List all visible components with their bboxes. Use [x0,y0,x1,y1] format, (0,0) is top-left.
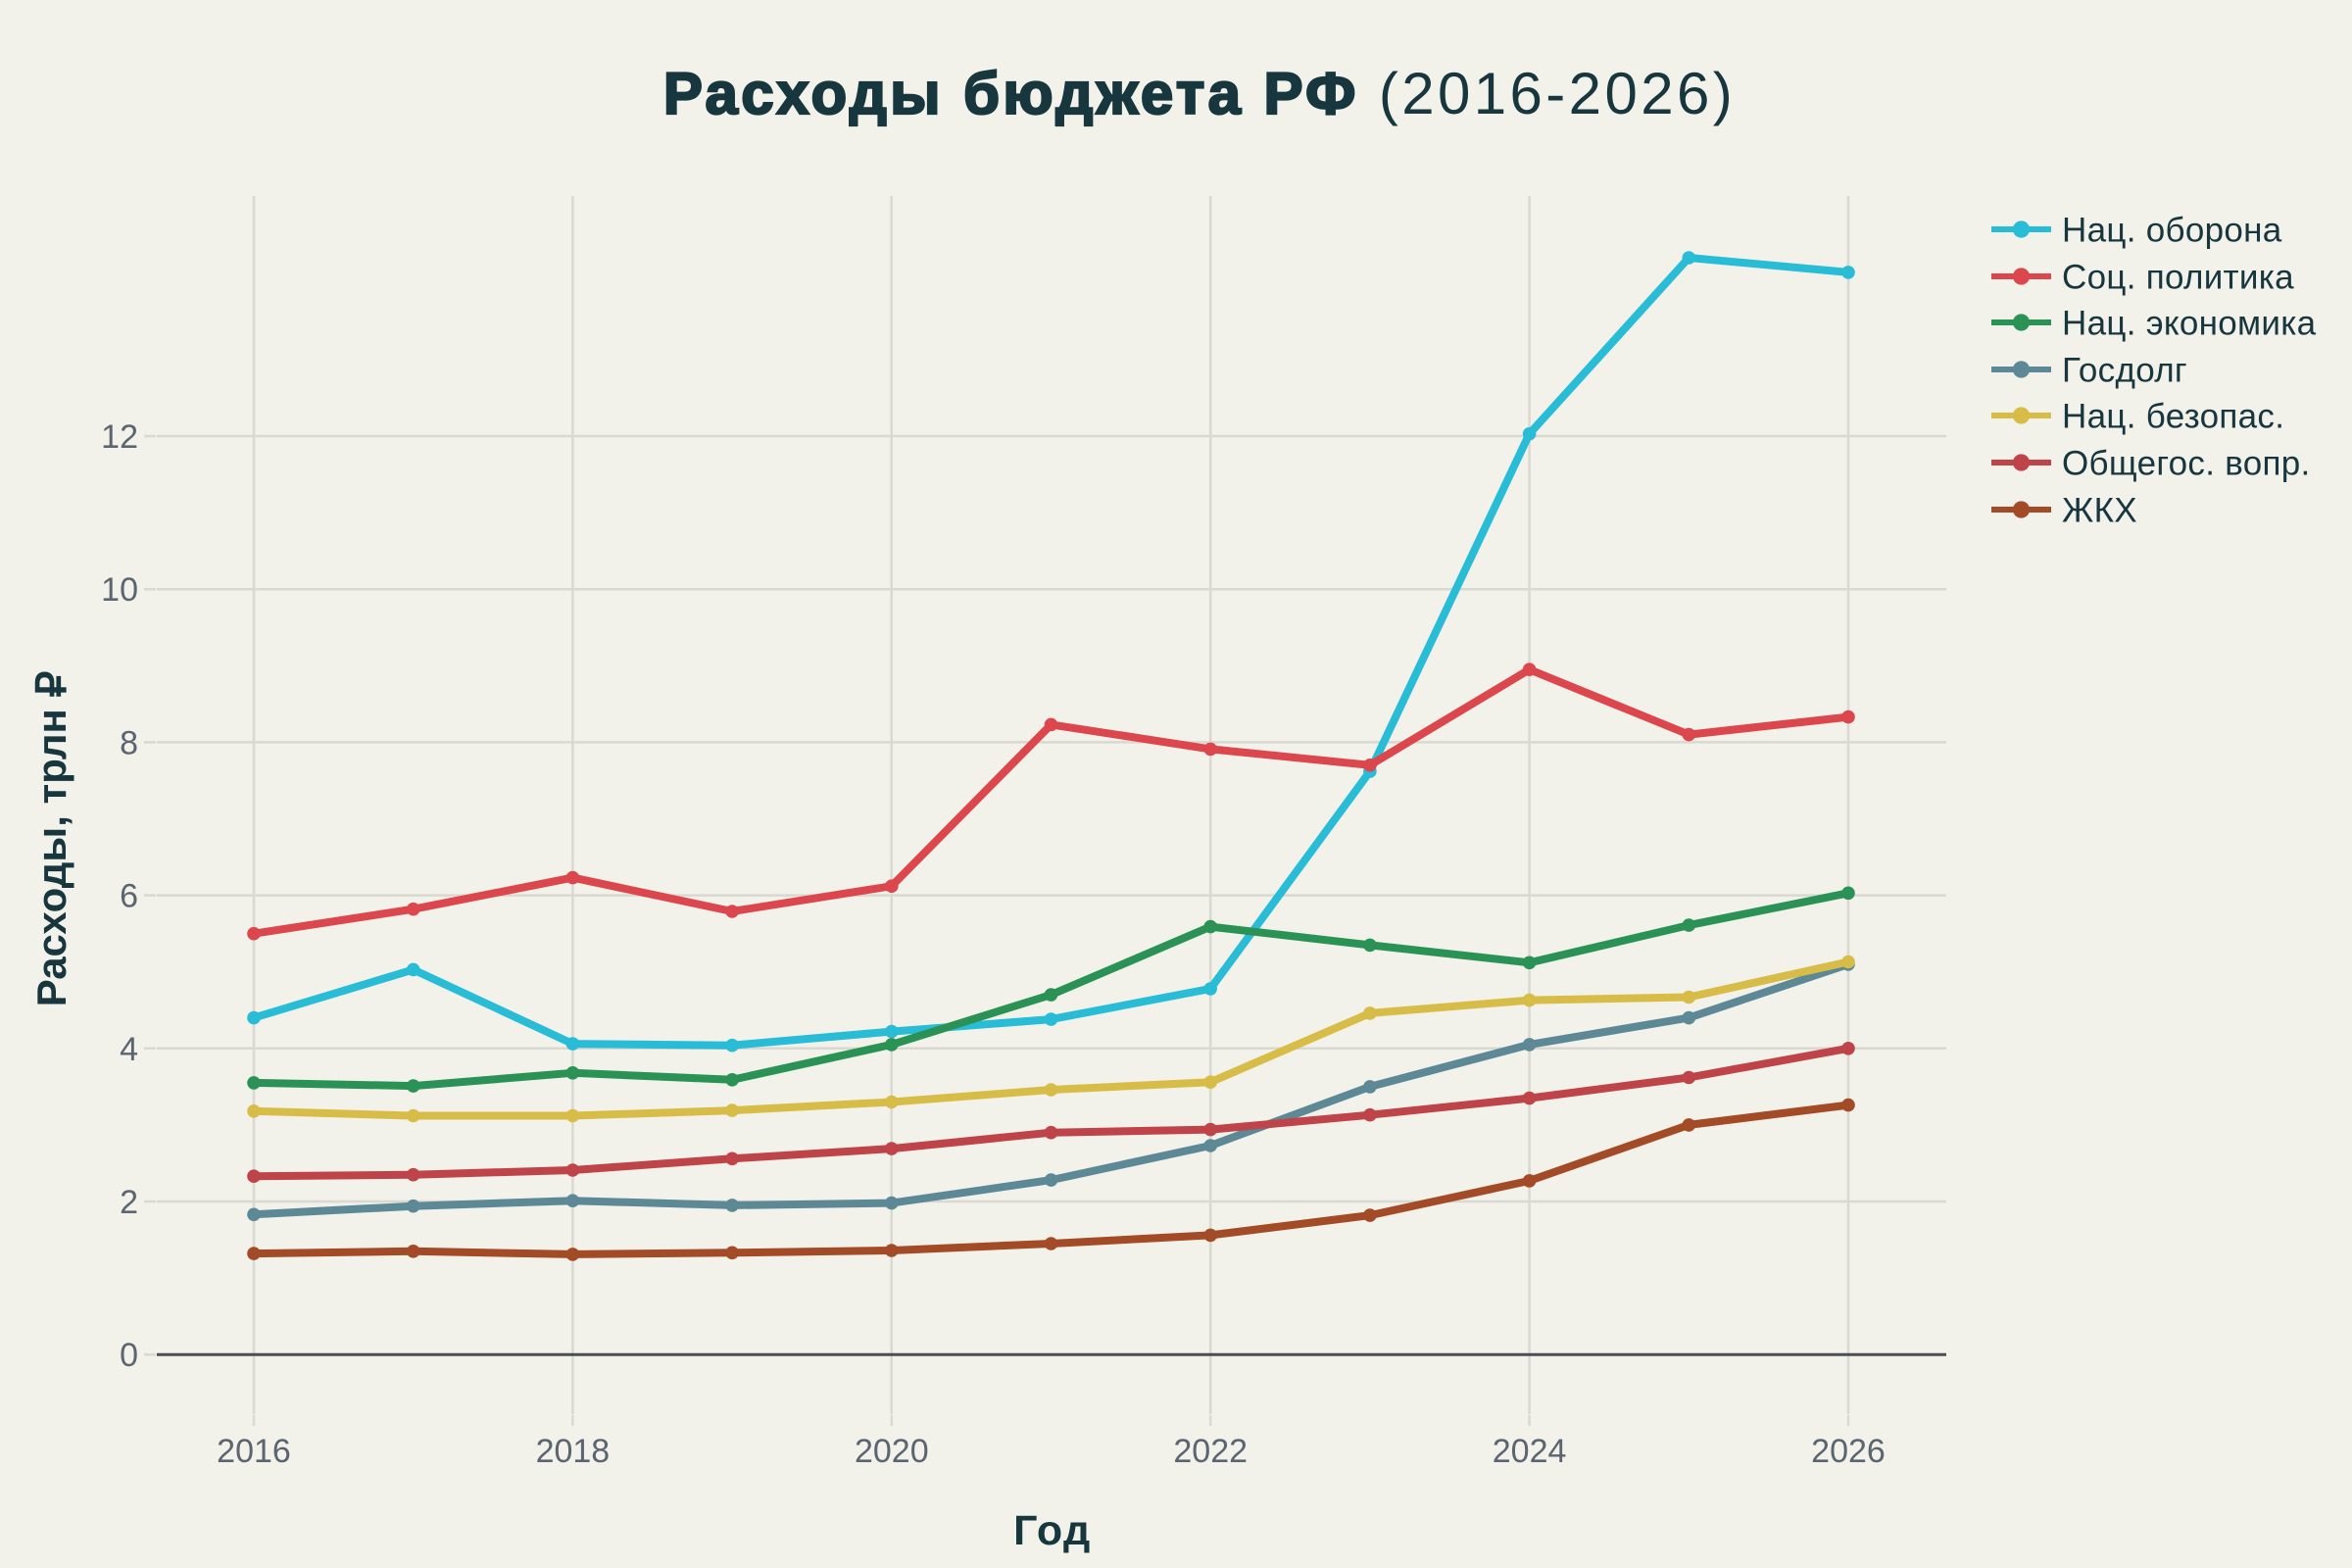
svg-text:Госдолг: Госдолг [2062,352,2187,390]
svg-text:2: 2 [120,1184,138,1221]
svg-text:4: 4 [120,1031,138,1068]
svg-text:2020: 2020 [855,1433,929,1470]
svg-text:6: 6 [120,878,138,915]
svg-text:0: 0 [120,1337,138,1374]
svg-text:2024: 2024 [1493,1433,1567,1470]
svg-text:ЖКХ: ЖКХ [2062,492,2137,530]
svg-text:2026: 2026 [1811,1433,1886,1470]
svg-text:Расходы бюджета РФ (2016-2026): Расходы бюджета РФ (2016-2026) [663,61,1736,126]
svg-text:Год: Год [1013,1507,1092,1554]
svg-text:2022: 2022 [1173,1433,1248,1470]
svg-text:Нац. оборона: Нац. оборона [2062,212,2282,250]
svg-text:2018: 2018 [536,1433,611,1470]
svg-text:Соц. политика: Соц. политика [2062,259,2294,297]
svg-text:12: 12 [101,418,138,456]
svg-text:Нац. экономика: Нац. экономика [2062,305,2317,343]
svg-text:10: 10 [101,571,138,609]
svg-text:2016: 2016 [217,1433,291,1470]
svg-text:Нац. безопас.: Нац. безопас. [2062,398,2284,436]
svg-text:Расходы, трлн ₽: Расходы, трлн ₽ [28,671,74,1007]
svg-text:Общегос. вопр.: Общегос. вопр. [2062,445,2311,483]
svg-text:8: 8 [120,724,138,761]
